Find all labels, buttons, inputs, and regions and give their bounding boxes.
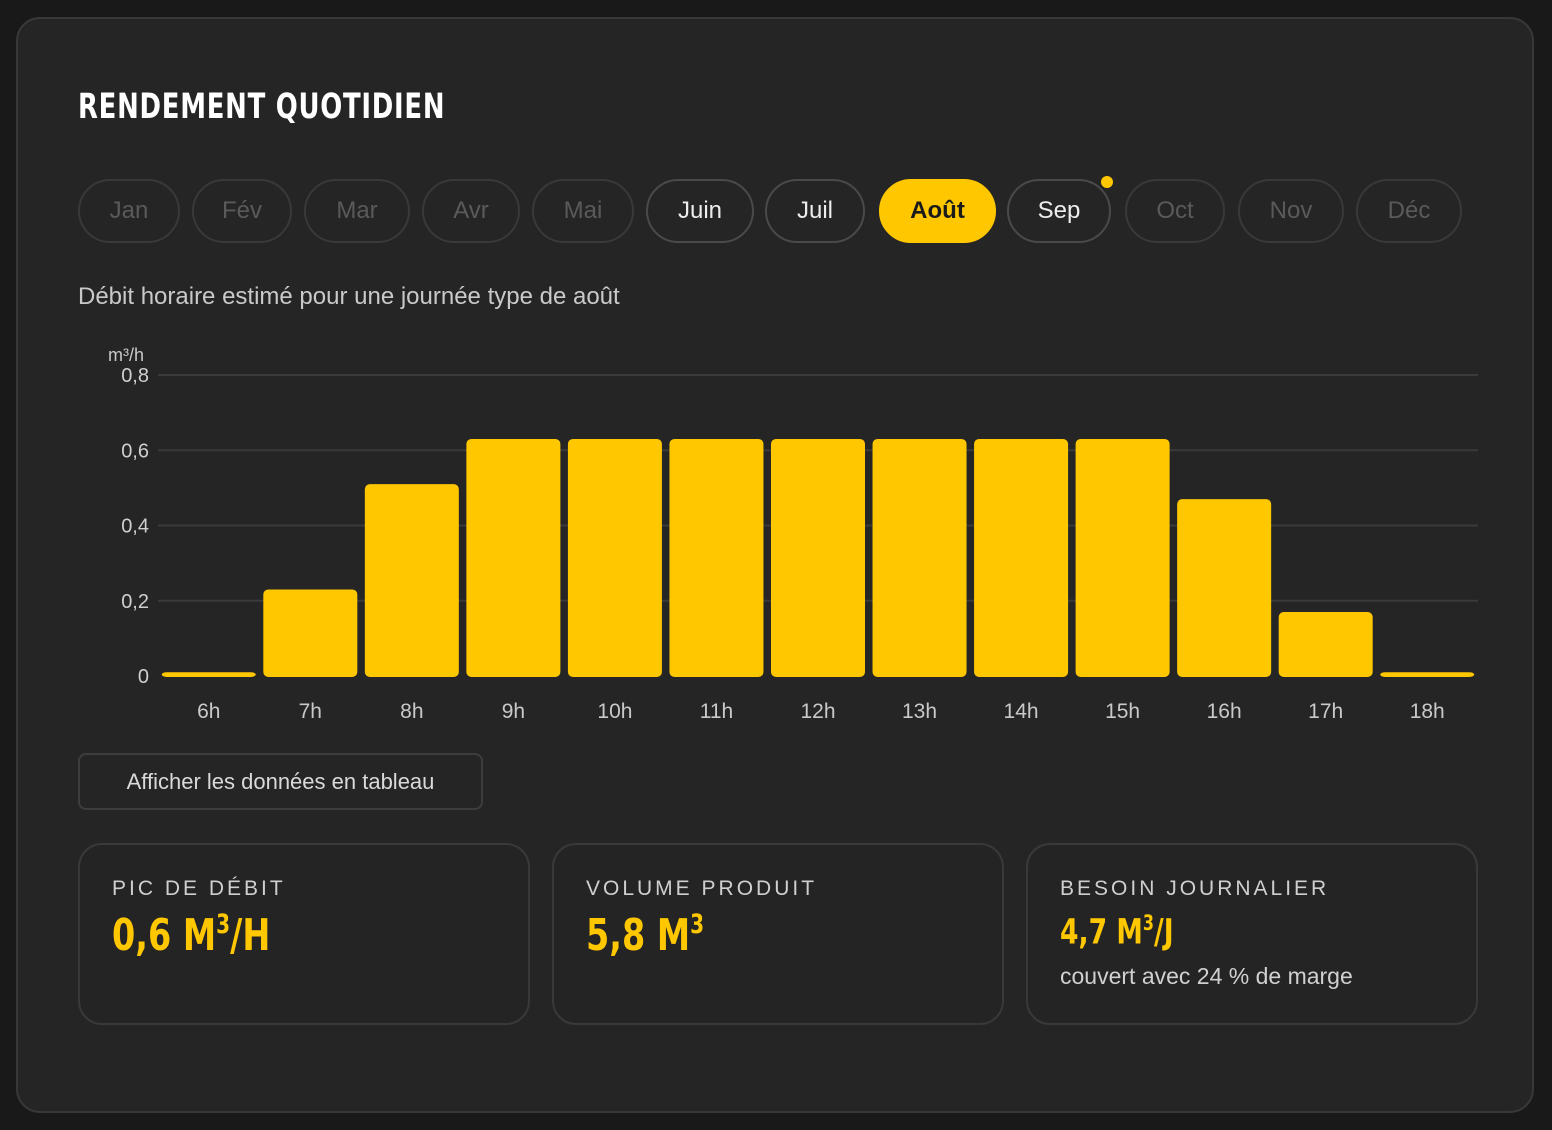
chart-bar[interactable] [567,438,662,677]
stat-label-peak: PIC DE DÉBIT [112,877,286,900]
x-tick-label: 10h [597,700,632,723]
stat-card-volume: VOLUME PRODUIT 5,8 M3 [552,843,1004,1025]
chart-bar[interactable] [263,589,358,677]
stat-value-peak: 0,6 M3/H [112,909,271,962]
x-tick-label: 11h [700,700,733,723]
x-tick-label: 13h [902,700,937,723]
x-tick-label: 8h [400,700,423,723]
stat-note-need: couvert avec 24 % de marge [1060,963,1353,989]
y-tick-label: 0,6 [121,440,149,462]
month-pill[interactable]: Juin [646,179,754,243]
month-pill[interactable]: Fév [192,179,292,243]
x-tick-label: 12h [800,700,835,723]
x-tick-label: 18h [1410,700,1445,723]
hourly-flow-bar-chart: m³/h 0 0,2 0,4 0,6 0,8 6h 7h 8h 9h 10h 11h 12h 13h 14h… [108,345,1478,723]
daily-yield-card: RENDEMENT QUOTIDIEN Jan Fév Mar Avr Mai Juin J… [16,17,1534,1113]
x-tick-label: 14h [1004,700,1039,723]
page-title: RENDEMENT QUOTIDIEN [78,87,446,127]
month-pill[interactable]: Août [879,179,996,243]
x-tick-label: 15h [1105,700,1140,723]
x-tick-label: 6h [197,700,220,723]
month-pill[interactable]: Avr [422,179,520,243]
month-pill[interactable]: Jan [78,179,180,243]
month-pill[interactable]: Juil [765,179,865,243]
chart-bar[interactable] [1177,499,1272,677]
stat-value-volume: 5,8 M3 [586,909,705,962]
chart-bar[interactable] [1075,438,1170,677]
month-pill[interactable]: Mar [304,179,410,243]
x-tick-label: 16h [1207,700,1242,723]
y-tick-label: 0,8 [121,365,149,387]
month-pill[interactable]: Sep [1007,179,1111,243]
month-pill[interactable]: Oct [1125,179,1225,243]
stat-label-volume: VOLUME PRODUIT [586,877,818,900]
stat-card-need: BESOIN JOURNALIER 4,7 M3/J couvert avec … [1026,843,1478,1025]
stat-card-peak: PIC DE DÉBIT 0,6 M3/H [78,843,530,1025]
month-pill[interactable]: Déc [1356,179,1462,243]
x-tick-label: 7h [299,700,322,723]
chart-bar[interactable] [974,438,1069,677]
chart-bar[interactable] [771,438,865,677]
show-table-button[interactable]: Afficher les données en tableau [78,753,483,810]
stat-value-need: 4,7 M3/J [1060,911,1174,953]
y-tick-label: 0,2 [121,591,149,613]
chart-bar[interactable] [1278,612,1373,677]
month-pill[interactable]: Nov [1238,179,1344,243]
chart-bar[interactable] [669,438,764,677]
stat-label-need: BESOIN JOURNALIER [1060,877,1330,900]
x-tick-label: 9h [502,700,525,723]
chart-bar[interactable] [161,672,256,677]
y-axis-unit-label: m³/h [108,345,144,365]
x-tick-label: 17h [1308,700,1343,723]
sep-indicator-dot [1101,176,1113,188]
chart-bar[interactable] [466,438,561,677]
chart-bar[interactable] [1380,672,1475,677]
chart-bar[interactable] [364,484,459,677]
y-tick-label: 0,4 [121,516,149,538]
chart-subtitle: Débit horaire estimé pour une journée ty… [78,283,620,310]
chart-bar[interactable] [872,438,967,677]
y-tick-label: 0 [138,666,149,688]
month-pill[interactable]: Mai [532,179,634,243]
